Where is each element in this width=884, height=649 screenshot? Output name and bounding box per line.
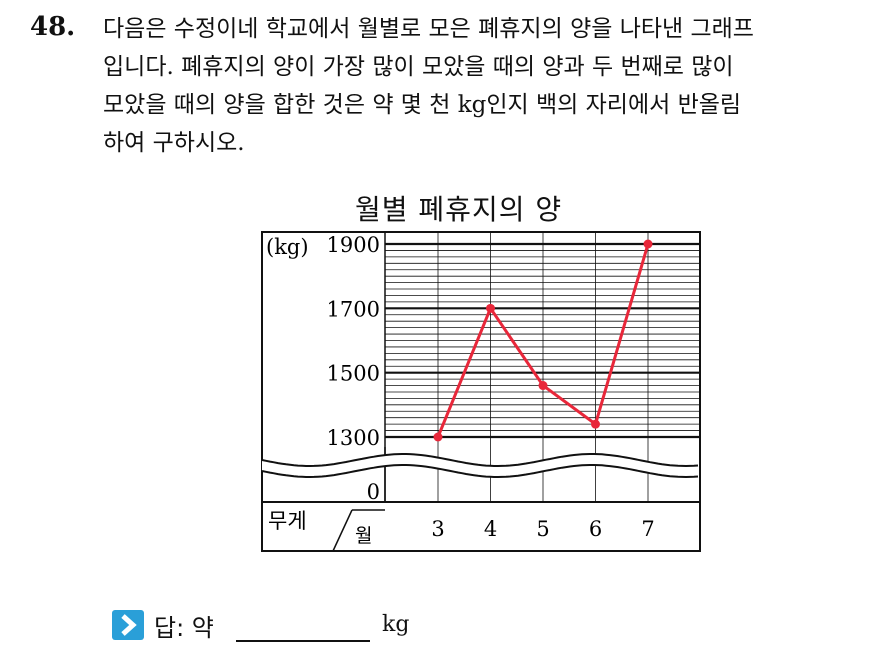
chart-frame: [261, 231, 701, 552]
answer-blank[interactable]: [236, 640, 370, 642]
unit-label: (kg): [266, 235, 309, 259]
corner-divider: [332, 509, 353, 552]
x-tick-label: 7: [641, 517, 654, 541]
chevron-right-icon: [112, 610, 144, 640]
question-line-1: 다음은 수정이네 학교에서 월별로 모은 폐휴지의 양을 나타낸 그래프: [103, 16, 754, 42]
zero-label: 0: [367, 480, 380, 504]
data-point: [591, 419, 600, 429]
x-tick-label: 4: [484, 517, 497, 541]
data-point: [643, 239, 653, 249]
question-number: 48.: [30, 12, 76, 42]
question-text: 다음은 수정이네 학교에서 월별로 모은 폐휴지의 양을 나타낸 그래프 입니다…: [103, 10, 873, 162]
xlabel: 월: [355, 525, 372, 547]
question-line-2: 입니다. 폐휴지의 양이 가장 많이 모았을 때의 양과 두 번째로 많이: [103, 54, 734, 80]
y-tick-label: 1900: [327, 233, 380, 257]
chart-title: 월별 폐휴지의 양: [355, 193, 563, 226]
y-tick-label: 1300: [327, 426, 380, 450]
ylabel: 무게: [268, 509, 307, 533]
x-tick-label: 3: [431, 517, 444, 541]
data-point: [433, 432, 443, 442]
y-tick-label: 1700: [327, 297, 380, 321]
answer-unit: kg: [382, 612, 410, 637]
axis-break-wave: [261, 453, 699, 468]
question-line-3: 모았을 때의 양을 합한 것은 약 몇 천 kg인지 백의 자리에서 반올림: [103, 92, 742, 118]
x-tick-label: 5: [536, 517, 549, 541]
axis-break-wave: [261, 464, 699, 479]
answer-label: 답: 약: [154, 614, 214, 642]
data-point: [486, 303, 495, 313]
y-tick-label: 1500: [327, 362, 380, 386]
x-tick-label: 6: [589, 517, 602, 541]
data-point: [538, 381, 548, 391]
question-line-4: 하여 구하시오.: [103, 130, 245, 156]
